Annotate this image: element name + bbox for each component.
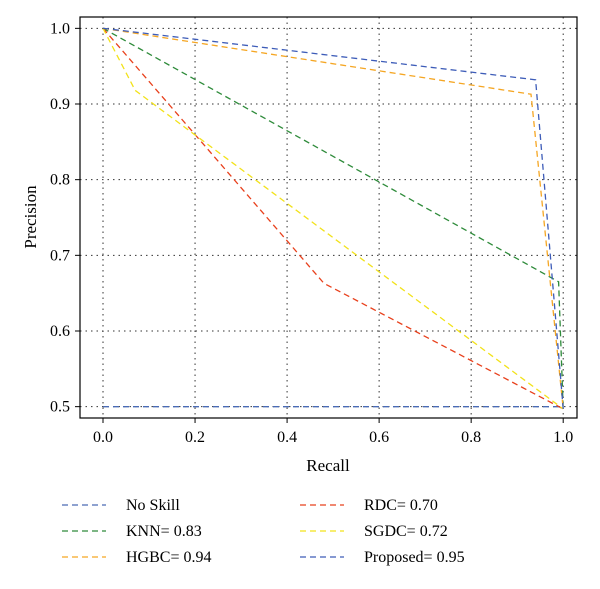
plot-frame <box>79 16 578 419</box>
x-tick-label: 0.0 <box>93 429 113 446</box>
series-lines <box>102 27 564 410</box>
x-axis-label: Recall <box>306 456 350 475</box>
series-line-1 <box>102 27 564 409</box>
x-tick-label: 0.4 <box>277 429 297 446</box>
series-line-5 <box>102 27 564 409</box>
y-tick-label: 0.6 <box>50 323 70 340</box>
x-tick-label: 0.8 <box>461 429 481 446</box>
legend: No Skill KNN= 0.83 HGBC= 0.94 RDC= 0.70 SGDC… <box>62 497 465 566</box>
y-tick-label: 0.9 <box>50 96 70 113</box>
y-tick-label: 0.8 <box>50 172 70 189</box>
y-tick-label: 0.7 <box>50 247 70 264</box>
series-line-3 <box>102 27 564 410</box>
axis-ticks: 0.0 0.2 0.4 0.6 0.8 1.0 0.5 0.6 0.7 0.8 0.9 1.0 <box>50 20 573 446</box>
legend-label: SGDC= 0.72 <box>364 523 448 540</box>
legend-label: Proposed= 0.95 <box>364 549 465 566</box>
series-line-4 <box>102 28 564 410</box>
y-tick-label: 0.5 <box>50 399 70 416</box>
y-tick-label: 1.0 <box>50 20 70 37</box>
legend-label: HGBC= 0.94 <box>126 549 211 566</box>
y-axis-label: Precision <box>21 185 40 249</box>
legend-label: KNN= 0.83 <box>126 523 202 540</box>
series-line-2 <box>102 27 564 409</box>
legend-label: RDC= 0.70 <box>364 497 438 514</box>
x-tick-label: 1.0 <box>553 429 573 446</box>
x-tick-label: 0.2 <box>185 429 205 446</box>
x-tick-label: 0.6 <box>369 429 389 446</box>
grid-lines <box>80 17 577 418</box>
legend-label: No Skill <box>126 497 180 514</box>
